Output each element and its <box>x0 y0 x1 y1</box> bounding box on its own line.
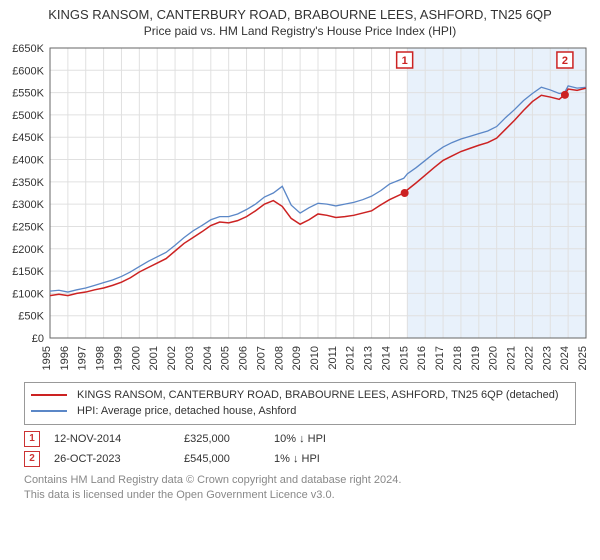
svg-text:2010: 2010 <box>309 346 321 370</box>
line-chart: £0 £50K £100K £150K £200K £250K £300K £350K £400… <box>0 38 600 378</box>
svg-text:2012: 2012 <box>345 346 357 370</box>
tx-price: £545,000 <box>184 453 274 465</box>
svg-text:2023: 2023 <box>541 346 553 370</box>
svg-text:2025: 2025 <box>577 346 589 370</box>
svg-text:2001: 2001 <box>148 346 160 370</box>
svg-text:£300K: £300K <box>12 199 44 211</box>
svg-text:£500K: £500K <box>12 109 44 121</box>
svg-text:2022: 2022 <box>523 346 535 370</box>
svg-text:£400K: £400K <box>12 154 44 166</box>
svg-text:2005: 2005 <box>220 346 232 370</box>
tx-rel: 10% ↓ HPI <box>274 433 404 445</box>
svg-text:1998: 1998 <box>95 346 107 370</box>
svg-text:2013: 2013 <box>363 346 375 370</box>
svg-text:£250K: £250K <box>12 221 44 233</box>
svg-text:1995: 1995 <box>41 346 53 370</box>
license-text: Contains HM Land Registry data © Crown c… <box>24 473 576 504</box>
tx-date: 12-NOV-2014 <box>54 433 184 445</box>
chart-legend: KINGS RANSOM, CANTERBURY ROAD, BRABOURNE… <box>24 382 576 425</box>
svg-text:2020: 2020 <box>488 346 500 370</box>
svg-text:2014: 2014 <box>380 346 392 370</box>
svg-text:2004: 2004 <box>202 346 214 370</box>
license-line: This data is licensed under the Open Gov… <box>24 488 576 503</box>
svg-text:2008: 2008 <box>273 346 285 370</box>
license-line: Contains HM Land Registry data © Crown c… <box>24 473 576 488</box>
legend-label: HPI: Average price, detached house, Ashf… <box>77 403 296 420</box>
svg-text:£450K: £450K <box>12 132 44 144</box>
svg-text:2016: 2016 <box>416 346 428 370</box>
tx-date: 26-OCT-2023 <box>54 453 184 465</box>
svg-text:£200K: £200K <box>12 243 44 255</box>
svg-text:2015: 2015 <box>398 346 410 370</box>
svg-text:2: 2 <box>562 55 568 67</box>
svg-text:£50K: £50K <box>18 310 44 322</box>
legend-item: KINGS RANSOM, CANTERBURY ROAD, BRABOURNE… <box>31 387 569 404</box>
svg-text:1996: 1996 <box>59 346 71 370</box>
svg-text:2019: 2019 <box>470 346 482 370</box>
svg-text:2000: 2000 <box>130 346 142 370</box>
svg-text:2017: 2017 <box>434 346 446 370</box>
price-index-chart-container: { "title_line1": "KINGS RANSOM, CANTERBU… <box>0 0 600 560</box>
svg-text:2021: 2021 <box>506 346 518 370</box>
svg-text:£150K: £150K <box>12 266 44 278</box>
svg-text:£650K: £650K <box>12 43 44 55</box>
marker-badge: 2 <box>24 451 40 467</box>
svg-text:£350K: £350K <box>12 176 44 188</box>
legend-swatch <box>31 394 67 396</box>
svg-text:2002: 2002 <box>166 346 178 370</box>
svg-text:£550K: £550K <box>12 87 44 99</box>
svg-text:2011: 2011 <box>327 346 339 370</box>
legend-label: KINGS RANSOM, CANTERBURY ROAD, BRABOURNE… <box>77 387 559 404</box>
svg-text:2018: 2018 <box>452 346 464 370</box>
svg-text:1997: 1997 <box>77 346 89 370</box>
svg-text:£0: £0 <box>32 333 44 345</box>
svg-text:2006: 2006 <box>238 346 250 370</box>
table-row: 2 26-OCT-2023 £545,000 1% ↓ HPI <box>24 451 576 467</box>
svg-text:2003: 2003 <box>184 346 196 370</box>
svg-text:1999: 1999 <box>112 346 124 370</box>
transactions-table: 1 12-NOV-2014 £325,000 10% ↓ HPI 2 26-OC… <box>24 431 576 467</box>
svg-text:£600K: £600K <box>12 65 44 77</box>
chart-title: KINGS RANSOM, CANTERBURY ROAD, BRABOURNE… <box>0 0 600 24</box>
svg-text:2024: 2024 <box>559 346 571 370</box>
chart-subtitle: Price paid vs. HM Land Registry's House … <box>0 24 600 38</box>
table-row: 1 12-NOV-2014 £325,000 10% ↓ HPI <box>24 431 576 447</box>
svg-text:1: 1 <box>402 55 408 67</box>
tx-rel: 1% ↓ HPI <box>274 453 404 465</box>
legend-item: HPI: Average price, detached house, Ashf… <box>31 403 569 420</box>
tx-price: £325,000 <box>184 433 274 445</box>
legend-swatch <box>31 410 67 412</box>
svg-text:2007: 2007 <box>255 346 267 370</box>
svg-text:£100K: £100K <box>12 288 44 300</box>
marker-badge: 1 <box>24 431 40 447</box>
svg-text:2009: 2009 <box>291 346 303 370</box>
